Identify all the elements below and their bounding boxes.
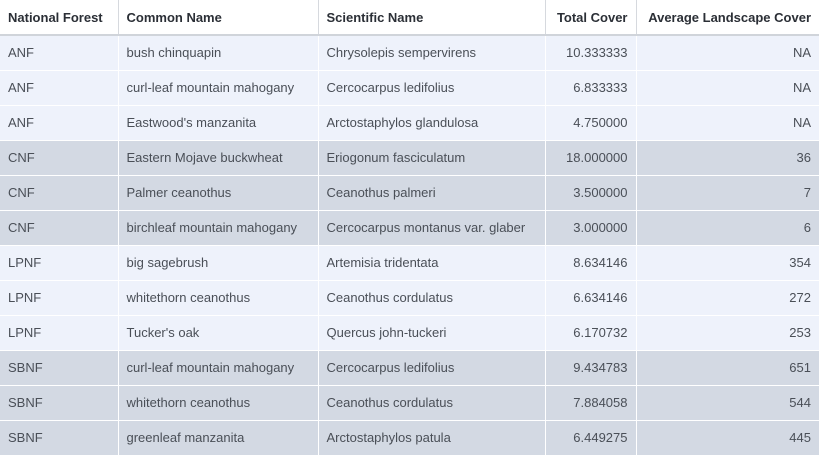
cell-average-landscape-cover: NA xyxy=(636,105,819,141)
table-row: CNF Palmer ceanothus Ceanothus palmeri 3.50… xyxy=(0,175,819,211)
cell-national-forest: CNF xyxy=(0,175,119,211)
cell-total-cover: 6.170732 xyxy=(545,315,637,351)
table-row: CNF Eastern Mojave buckwheat Eriogonum fas… xyxy=(0,140,819,176)
cell-national-forest: SBNF xyxy=(0,385,119,421)
cell-common-name: Tucker's oak xyxy=(118,315,319,351)
cell-total-cover: 3.500000 xyxy=(545,175,637,211)
column-header-average-landscape-cover[interactable]: Average Landscape Cover xyxy=(636,0,819,36)
cell-scientific-name: Ceanothus cordulatus xyxy=(318,280,546,316)
header-row: National Forest Common Name Scientific N… xyxy=(0,0,819,36)
cell-national-forest: ANF xyxy=(0,35,119,71)
cell-national-forest: CNF xyxy=(0,210,119,246)
cell-scientific-name: Artemisia tridentata xyxy=(318,245,546,281)
table-body: ANF bush chinquapin Chrysolepis sempervire… xyxy=(0,35,819,456)
cell-common-name: curl-leaf mountain mahogany xyxy=(118,70,319,106)
cell-national-forest: ANF xyxy=(0,70,119,106)
cell-total-cover: 10.333333 xyxy=(545,35,637,71)
table-header: National Forest Common Name Scientific N… xyxy=(0,0,819,36)
cell-scientific-name: Quercus john-tuckeri xyxy=(318,315,546,351)
cell-total-cover: 18.000000 xyxy=(545,140,637,176)
table-row: SBNF greenleaf manzanita Arctostaphylos pa… xyxy=(0,420,819,456)
cell-average-landscape-cover: 36 xyxy=(636,140,819,176)
column-header-scientific-name[interactable]: Scientific Name xyxy=(318,0,546,36)
cell-average-landscape-cover: NA xyxy=(636,70,819,106)
cell-average-landscape-cover: 544 xyxy=(636,385,819,421)
cell-scientific-name: Ceanothus palmeri xyxy=(318,175,546,211)
cell-average-landscape-cover: 651 xyxy=(636,350,819,386)
cell-average-landscape-cover: 445 xyxy=(636,420,819,456)
cell-scientific-name: Arctostaphylos patula xyxy=(318,420,546,456)
cell-common-name: birchleaf mountain mahogany xyxy=(118,210,319,246)
cell-scientific-name: Ceanothus cordulatus xyxy=(318,385,546,421)
cell-average-landscape-cover: 6 xyxy=(636,210,819,246)
cell-average-landscape-cover: 253 xyxy=(636,315,819,351)
table-row: ANF Eastwood's manzanita Arctostaphylos gl… xyxy=(0,105,819,141)
cell-national-forest: LPNF xyxy=(0,245,119,281)
cell-national-forest: CNF xyxy=(0,140,119,176)
cell-total-cover: 4.750000 xyxy=(545,105,637,141)
cell-scientific-name: Cercocarpus ledifolius xyxy=(318,350,546,386)
cell-scientific-name: Cercocarpus ledifolius xyxy=(318,70,546,106)
cell-common-name: Eastwood's manzanita xyxy=(118,105,319,141)
cell-national-forest: SBNF xyxy=(0,350,119,386)
cell-average-landscape-cover: 272 xyxy=(636,280,819,316)
cell-average-landscape-cover: NA xyxy=(636,35,819,71)
cell-average-landscape-cover: 354 xyxy=(636,245,819,281)
cell-scientific-name: Cercocarpus montanus var. glaber xyxy=(318,210,546,246)
cell-total-cover: 8.634146 xyxy=(545,245,637,281)
cell-average-landscape-cover: 7 xyxy=(636,175,819,211)
cell-total-cover: 3.000000 xyxy=(545,210,637,246)
cell-total-cover: 6.833333 xyxy=(545,70,637,106)
cell-common-name: bush chinquapin xyxy=(118,35,319,71)
cell-national-forest: LPNF xyxy=(0,315,119,351)
cell-common-name: big sagebrush xyxy=(118,245,319,281)
cell-scientific-name: Chrysolepis sempervirens xyxy=(318,35,546,71)
cell-national-forest: ANF xyxy=(0,105,119,141)
cell-common-name: Palmer ceanothus xyxy=(118,175,319,211)
cell-common-name: greenleaf manzanita xyxy=(118,420,319,456)
table-row: LPNF big sagebrush Artemisia tridentata 8.6… xyxy=(0,245,819,281)
column-header-total-cover[interactable]: Total Cover xyxy=(545,0,637,36)
cell-total-cover: 7.884058 xyxy=(545,385,637,421)
table-row: LPNF Tucker's oak Quercus john-tuckeri 6.17… xyxy=(0,315,819,351)
cell-common-name: whitethorn ceanothus xyxy=(118,385,319,421)
cell-common-name: curl-leaf mountain mahogany xyxy=(118,350,319,386)
cell-total-cover: 6.449275 xyxy=(545,420,637,456)
table-row: CNF birchleaf mountain mahogany Cercocarpu… xyxy=(0,210,819,246)
cell-common-name: whitethorn ceanothus xyxy=(118,280,319,316)
table-row: ANF bush chinquapin Chrysolepis sempervire… xyxy=(0,35,819,71)
cell-total-cover: 6.634146 xyxy=(545,280,637,316)
table-row: ANF curl-leaf mountain mahogany Cercocarpu… xyxy=(0,70,819,106)
cell-national-forest: LPNF xyxy=(0,280,119,316)
table-row: LPNF whitethorn ceanothus Ceanothus cordul… xyxy=(0,280,819,316)
cell-total-cover: 9.434783 xyxy=(545,350,637,386)
cell-scientific-name: Arctostaphylos glandulosa xyxy=(318,105,546,141)
cell-national-forest: SBNF xyxy=(0,420,119,456)
table-row: SBNF whitethorn ceanothus Ceanothus cordul… xyxy=(0,385,819,421)
cell-scientific-name: Eriogonum fasciculatum xyxy=(318,140,546,176)
column-header-national-forest[interactable]: National Forest xyxy=(0,0,119,36)
column-header-common-name[interactable]: Common Name xyxy=(118,0,319,36)
table-row: SBNF curl-leaf mountain mahogany Cercocarp… xyxy=(0,350,819,386)
cell-common-name: Eastern Mojave buckwheat xyxy=(118,140,319,176)
